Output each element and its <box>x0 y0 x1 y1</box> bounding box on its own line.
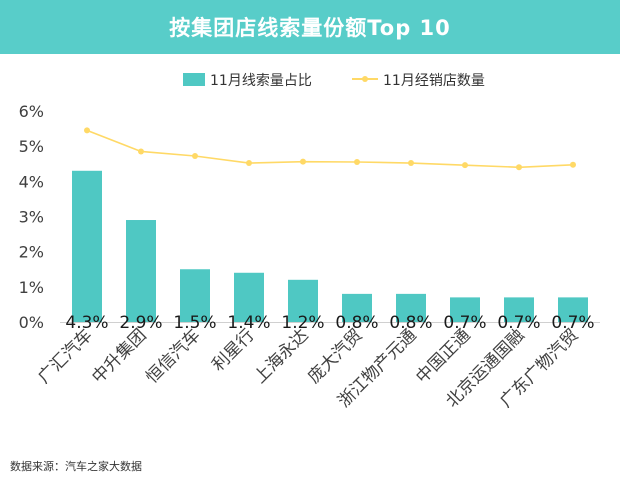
line-point <box>84 127 90 134</box>
title-bar: 按集团店线索量份额Top 10 <box>0 0 620 54</box>
y-tick-label: 2% <box>19 243 44 262</box>
legend: 11月线索量占比 11月经销店数量 <box>183 72 485 89</box>
bar <box>342 293 372 322</box>
bar <box>180 269 210 322</box>
line-point <box>300 158 306 165</box>
x-tick-label: 上海永达 <box>250 325 312 387</box>
data-label: 0.8% <box>335 313 378 333</box>
line-point <box>570 161 576 168</box>
bar <box>558 297 588 322</box>
bars <box>72 170 588 322</box>
chart: 11月线索量占比 11月经销店数量 0% 1% 2% 3% 4% 5% 6% 4.3% 2.9… <box>19 72 600 412</box>
bar <box>234 272 264 322</box>
data-label: 1.2% <box>281 313 324 333</box>
bar <box>72 170 102 322</box>
y-tick-label: 1% <box>19 278 44 297</box>
data-label: 0.7% <box>497 313 540 333</box>
y-tick-label: 3% <box>19 208 44 227</box>
line-point <box>462 162 468 169</box>
y-tick-label: 0% <box>19 313 44 332</box>
x-tick-label: 广汇汽车 <box>34 325 96 387</box>
line-point <box>246 160 252 167</box>
source-note: 数据来源：汽车之家大数据 <box>10 460 142 473</box>
line-point <box>516 164 522 171</box>
data-label: 4.3% <box>65 313 108 333</box>
data-label: 1.4% <box>227 313 270 333</box>
y-tick-label: 6% <box>19 102 44 121</box>
bar <box>504 297 534 322</box>
legend-line-marker <box>362 76 368 82</box>
x-tick-label: 中升集团 <box>88 325 150 387</box>
bar <box>288 279 318 322</box>
bar <box>396 293 426 322</box>
chart-title: 按集团店线索量份额Top 10 <box>169 16 451 40</box>
line-series <box>84 127 576 171</box>
bar <box>450 297 480 322</box>
y-tick-label: 4% <box>19 172 44 191</box>
line-point <box>192 153 198 160</box>
data-label: 0.8% <box>389 313 432 333</box>
legend-bar-swatch <box>183 73 205 86</box>
data-label: 0.7% <box>551 313 594 333</box>
legend-line-label: 11月经销店数量 <box>383 73 485 89</box>
line-point <box>408 160 414 167</box>
y-tick-label: 5% <box>19 137 44 156</box>
line-point <box>138 148 144 155</box>
data-label: 0.7% <box>443 313 486 333</box>
y-axis: 0% 1% 2% 3% 4% 5% 6% <box>19 102 44 332</box>
bar <box>126 220 156 322</box>
x-tick-label: 恒信汽车 <box>142 325 204 387</box>
line-path <box>86 129 574 169</box>
data-labels: 4.3% 2.9% 1.5% 1.4% 1.2% 0.8% 0.8% 0.7% 0.7% 0.7% <box>65 313 594 333</box>
legend-bar-label: 11月线索量占比 <box>210 72 312 89</box>
line-point <box>354 158 360 165</box>
data-label: 2.9% <box>119 313 162 333</box>
data-label: 1.5% <box>173 313 216 333</box>
